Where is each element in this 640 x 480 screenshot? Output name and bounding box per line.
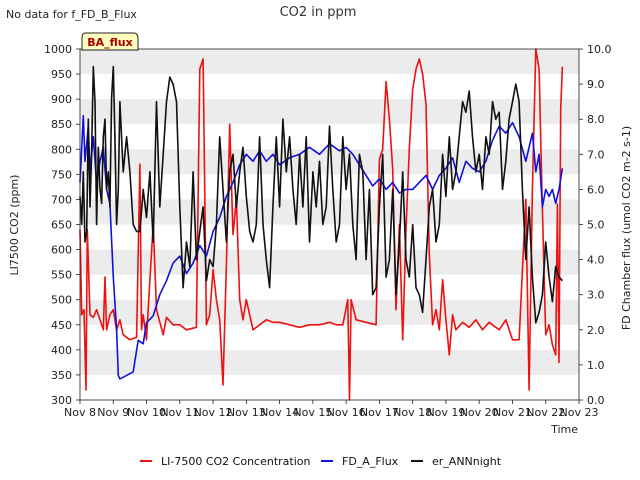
x-tick-label: Nov 20 xyxy=(460,406,499,419)
x-tick-label: Nov 19 xyxy=(426,406,465,419)
series-line-3 xyxy=(79,65,563,324)
y-tick-label: 850 xyxy=(51,118,72,131)
y2-tick-label: 9.0 xyxy=(587,78,605,91)
series-line-1 xyxy=(79,48,564,401)
y2-tick-label: 0.0 xyxy=(587,394,605,407)
x-tick-label: Nov 13 xyxy=(227,406,266,419)
y2-tick-label: 6.0 xyxy=(587,183,605,196)
legend-label: LI-7500 CO2 Concentration xyxy=(161,455,311,468)
x-tick-label: Nov 16 xyxy=(327,406,366,419)
grid-band xyxy=(80,99,579,125)
y2-tick-label: 3.0 xyxy=(587,289,605,302)
y-tick-label: 500 xyxy=(51,294,72,307)
legend-label: FD_A_Flux xyxy=(342,455,399,468)
y-tick-label: 750 xyxy=(51,168,72,181)
y-tick-label: 650 xyxy=(51,219,72,232)
x-tick-label: Nov 23 xyxy=(560,406,599,419)
y-tick-label: 550 xyxy=(51,269,72,282)
y-tick-label: 400 xyxy=(51,344,72,357)
y2-tick-label: 10.0 xyxy=(587,43,612,56)
y-tick-label: 700 xyxy=(51,193,72,206)
badge-shape xyxy=(81,32,139,51)
series-layer xyxy=(79,48,564,401)
y-tick-label: 300 xyxy=(51,394,72,407)
y-tick-label: 350 xyxy=(51,369,72,382)
y2-tick-label: 2.0 xyxy=(587,324,605,337)
grid-band xyxy=(80,299,579,325)
grid-band xyxy=(80,49,579,75)
y2-ticks: 0.0 1.0 2.0 3.0 4.0 5.0 6.0 7.0 8.0 9.0 10.0 xyxy=(579,43,612,407)
x-tick-label: Nov 15 xyxy=(293,406,332,419)
x-tick-label: Nov 21 xyxy=(493,406,532,419)
badge-label: BA_flux xyxy=(87,36,132,49)
no-data-note: No data for f_FD_B_Flux xyxy=(6,8,137,21)
x-tick-label: Nov 14 xyxy=(260,406,299,419)
legend: LI-7500 CO2 Concentration FD_A_Flux er_ANN… xyxy=(140,455,502,468)
y-tick-label: 950 xyxy=(51,68,72,81)
x-tick-label: Nov 12 xyxy=(194,406,233,419)
x-tick-label: Nov 8 xyxy=(64,406,96,419)
x-tick-label: Nov 18 xyxy=(393,406,432,419)
y-tick-label: 800 xyxy=(51,143,72,156)
x-tick-label: Nov 11 xyxy=(160,406,199,419)
x-tick-label: Nov 10 xyxy=(127,406,166,419)
x-axis-label: Time xyxy=(550,423,578,436)
grid-band xyxy=(80,249,579,275)
y-tick-label: 600 xyxy=(51,244,72,257)
y-tick-label: 900 xyxy=(51,93,72,106)
y-tick-label: 1000 xyxy=(44,43,72,56)
grid-bands xyxy=(80,49,579,400)
x-tick-label: Nov 9 xyxy=(97,406,129,419)
y2-tick-label: 5.0 xyxy=(587,219,605,232)
y-ticks: 300 350 400 450 500 550 600 650 700 750 800 850 900 9… xyxy=(44,43,80,407)
y2-tick-label: 7.0 xyxy=(587,148,605,161)
y-axis-label: LI7500 CO2 (ppm) xyxy=(8,175,21,276)
grid-band xyxy=(80,199,579,225)
y2-tick-label: 8.0 xyxy=(587,113,605,126)
y2-tick-label: 1.0 xyxy=(587,359,605,372)
x-tick-label: Nov 22 xyxy=(526,406,565,419)
y-tick-label: 450 xyxy=(51,319,72,332)
y2-tick-label: 4.0 xyxy=(587,254,605,267)
ba-flux-badge: BA_flux xyxy=(81,32,139,51)
grid-band xyxy=(80,349,579,375)
chart-title: CO2 in ppm xyxy=(280,5,357,20)
x-tick-label: Nov 17 xyxy=(360,406,399,419)
y2-axis-label: FD Chamber flux (umol CO2 m-2 s-1) xyxy=(620,126,633,330)
legend-label: er_ANNnight xyxy=(432,455,502,468)
